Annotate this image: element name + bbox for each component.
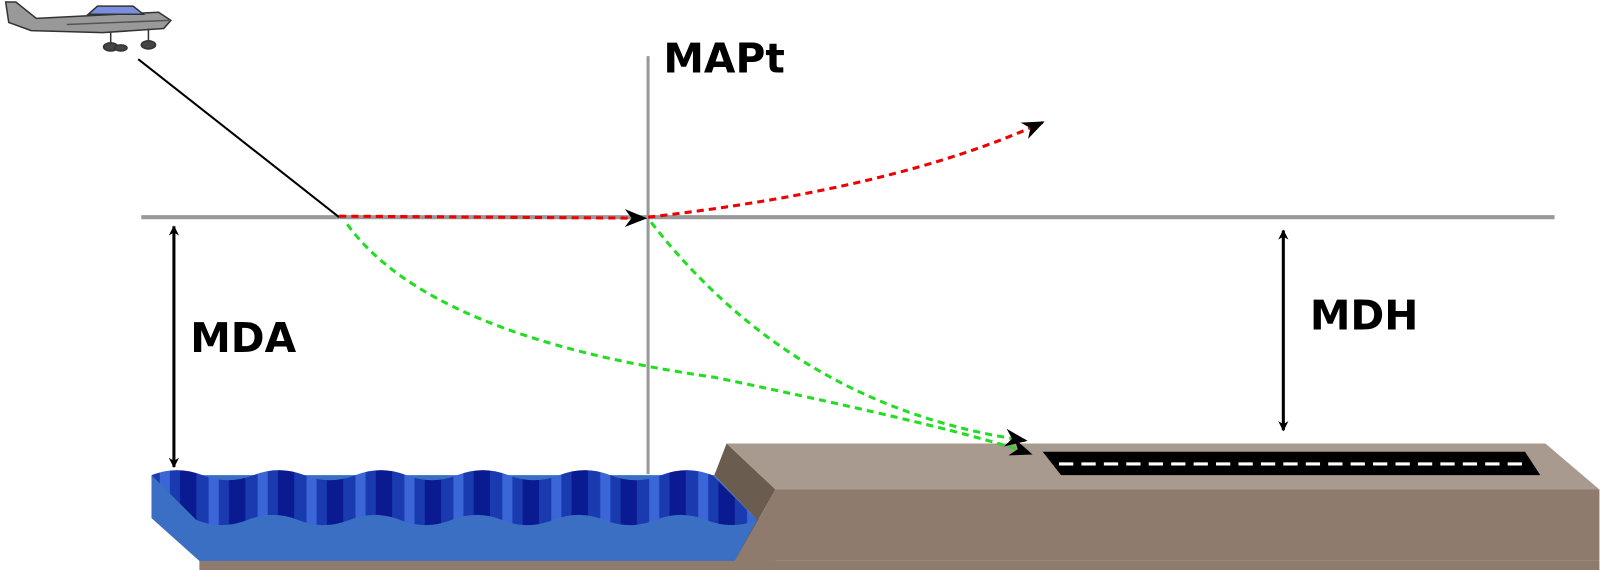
missed-approach-path bbox=[647, 120, 1045, 219]
descent-path bbox=[649, 221, 1028, 447]
water-surface bbox=[151, 470, 758, 526]
land-front bbox=[734, 489, 1600, 561]
land-slope bbox=[714, 443, 776, 561]
mapt-label: MAPt bbox=[663, 34, 784, 82]
mdh-label: MDH bbox=[1310, 291, 1419, 339]
airplane bbox=[4, 1, 173, 52]
approach-path bbox=[137, 58, 340, 218]
descent-path bbox=[346, 223, 1033, 456]
mda-label: MDA bbox=[190, 314, 296, 362]
ground-base bbox=[199, 560, 1600, 570]
level-path bbox=[339, 209, 648, 228]
